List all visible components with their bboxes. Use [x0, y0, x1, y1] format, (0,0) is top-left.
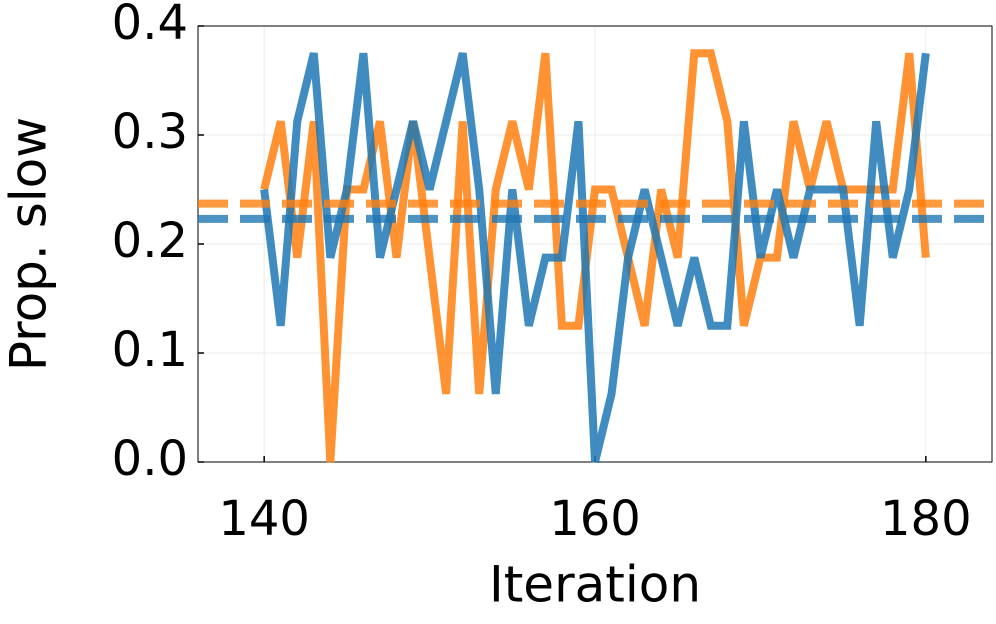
x-tick-label: 140	[218, 491, 310, 547]
y-tick-label: 0.1	[112, 322, 188, 378]
y-tick-label: 0.0	[112, 431, 188, 487]
y-tick-label: 0.3	[112, 104, 188, 160]
y-axis-label: Prop. slow	[0, 117, 58, 371]
x-tick-label: 160	[549, 491, 641, 547]
y-tick-label: 0.2	[112, 213, 188, 269]
data-line	[260, 52, 930, 463]
x-axis-label: Iteration	[489, 556, 701, 614]
x-tick-label: 180	[880, 491, 972, 547]
y-tick-label: 0.4	[112, 0, 188, 51]
